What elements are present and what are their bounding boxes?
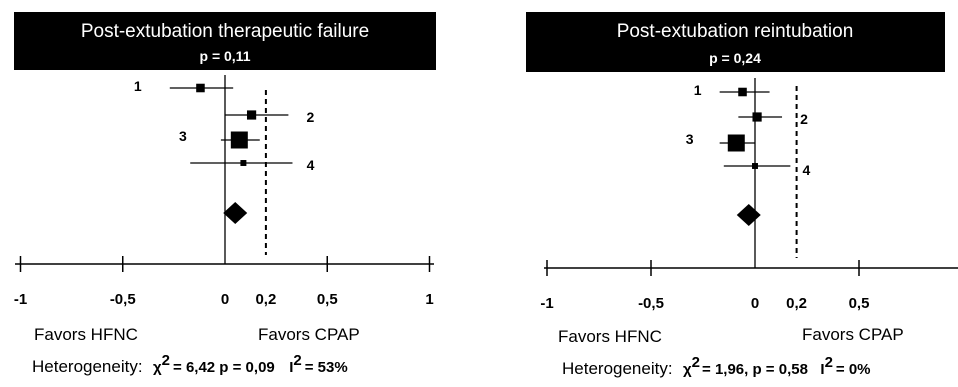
x-tick-label: -1 <box>14 291 27 308</box>
p-value: p = 0,11 <box>200 48 251 64</box>
x-tick-label: 0,5 <box>317 291 338 308</box>
study-4-marker <box>752 163 758 169</box>
study-3-marker <box>230 131 248 149</box>
study-4-label: 4 <box>307 157 315 173</box>
study-2-marker <box>752 112 762 122</box>
pooled-estimate-diamond <box>223 202 248 224</box>
title-banner <box>14 12 436 70</box>
favors-right-label: Favors CPAP <box>802 325 904 344</box>
forest-plot-reintubation: Post-extubation reintubation p = 0,24 Fa… <box>526 12 958 378</box>
study-1-label: 1 <box>134 78 142 94</box>
p-value: p = 0,24 <box>709 50 761 66</box>
study-2-label: 2 <box>306 109 314 125</box>
x-tick-label: -0,5 <box>110 291 136 308</box>
study-3-label: 3 <box>179 128 187 144</box>
chart-title: Post-extubation therapeutic failure <box>81 21 369 42</box>
heterogeneity-stats: Heterogeneity: χ2 = 6,42 p = 0,09 I2 = 53% <box>32 352 348 376</box>
favors-left-label: Favors HFNC <box>34 325 138 344</box>
x-tick-label: 1 <box>425 291 433 308</box>
study-4-marker <box>240 160 247 166</box>
study-3-label: 3 <box>686 131 694 147</box>
x-tick-label: 0,2 <box>255 291 276 308</box>
forest-plot-therapeutic-failure: Post-extubation therapeutic failure p = … <box>14 12 436 376</box>
study-2-label: 2 <box>800 111 808 127</box>
heterogeneity-stats: Heterogeneity: χ2 = 1,96, p = 0,58 I2 = 0% <box>562 354 871 378</box>
x-tick-label: 0,2 <box>786 295 807 312</box>
favors-left-label: Favors HFNC <box>558 327 662 346</box>
study-1-label: 1 <box>694 82 702 98</box>
study-4-label: 4 <box>802 162 810 178</box>
title-banner <box>526 12 945 72</box>
study-1-marker <box>738 87 747 97</box>
x-tick-label: -1 <box>540 295 553 312</box>
x-tick-label: 0 <box>221 291 229 308</box>
study-3-marker <box>727 134 745 152</box>
x-tick-label: 0 <box>751 295 759 312</box>
x-tick-label: -0,5 <box>638 295 664 312</box>
chart-title: Post-extubation reintubation <box>617 21 854 42</box>
favors-right-label: Favors CPAP <box>258 325 360 344</box>
pooled-estimate-diamond <box>736 204 761 226</box>
study-1-marker <box>196 83 205 93</box>
study-2-marker <box>246 110 257 120</box>
x-tick-label: 0,5 <box>849 295 870 312</box>
